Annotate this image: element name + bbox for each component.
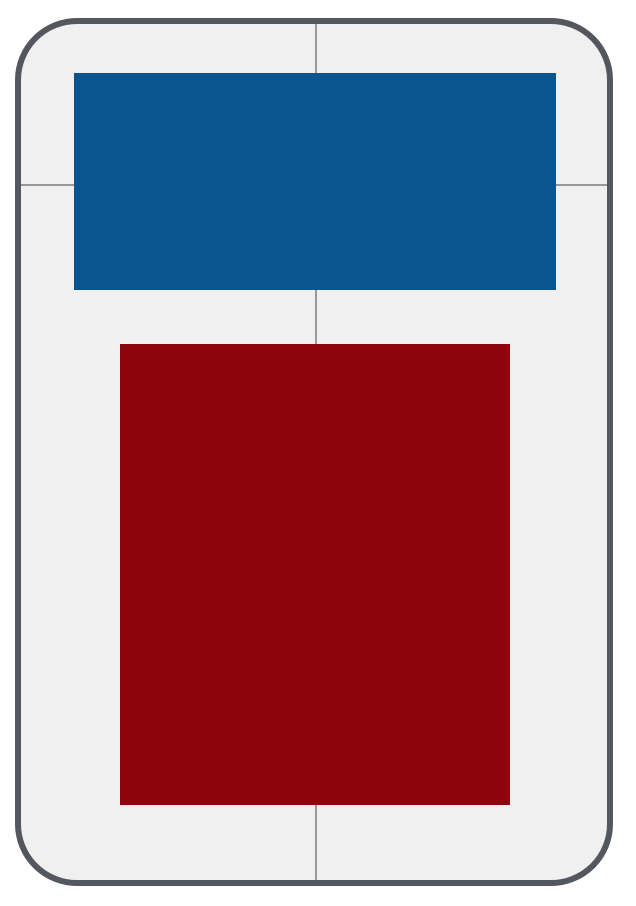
top-blue-block [74,73,556,290]
bottom-red-block [120,344,510,805]
device-frame [15,18,613,886]
